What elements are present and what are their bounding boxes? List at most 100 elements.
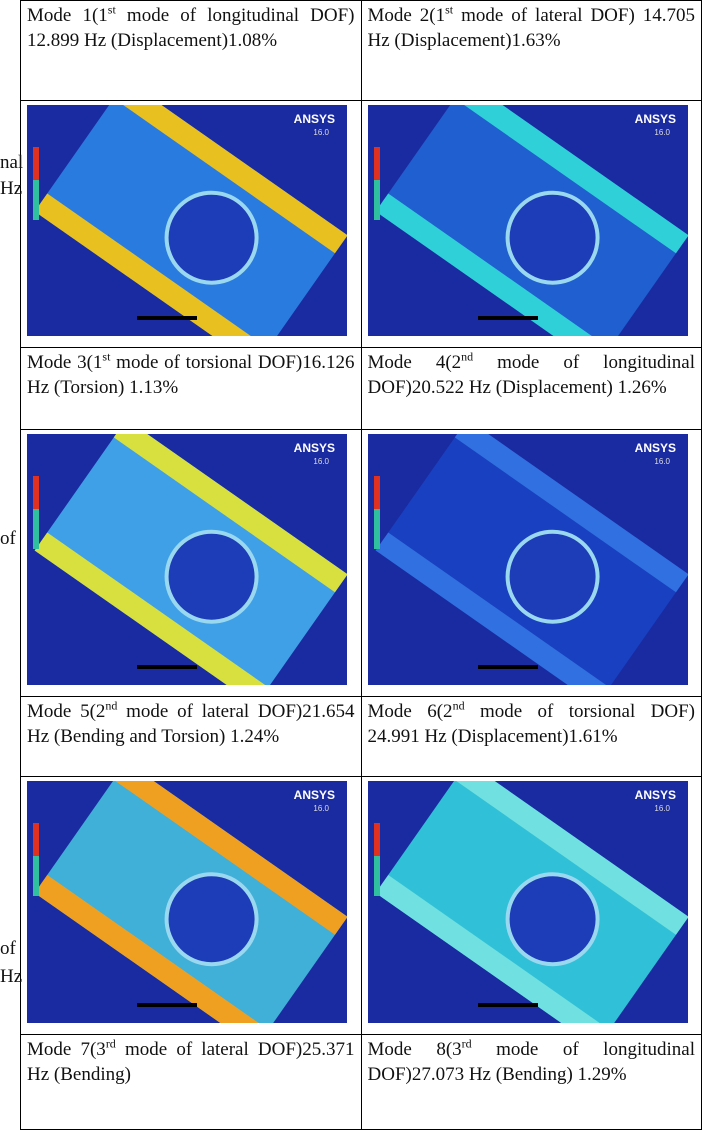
brand-version: 16.0 [313, 128, 329, 137]
plate-edge [375, 532, 609, 706]
image-cell: ANSYS 16.0 [20, 419, 362, 706]
plate-edge [113, 761, 348, 935]
brand-name: ANSYS [294, 788, 335, 802]
margin-fragment: Hz [0, 966, 23, 987]
hole [164, 872, 259, 967]
hole [164, 529, 259, 624]
caption-cell: Mode 4(2nd mode of longitudinal DOF)20.5… [360, 347, 702, 430]
caption-cell: Mode 1(1st mode of longitudinal DOF) 12.… [20, 0, 362, 101]
caption-row: Mode 3(1st mode of torsional DOF)16.126 … [20, 347, 702, 430]
hole [505, 872, 600, 967]
caption-cell: Mode 5(2nd mode of lateral DOF)21.654 Hz… [20, 696, 362, 777]
scale-bar [477, 316, 538, 320]
mode-shape-image: ANSYS 16.0 [27, 80, 348, 367]
scale-bar [137, 316, 197, 320]
plate [34, 80, 348, 367]
mode-shape-image: ANSYS 16.0 [367, 80, 689, 367]
caption-text: mode of longitudinal DOF)27.073 Hz (Bend… [367, 1039, 696, 1085]
mode-shape-image: ANSYS 16.0 [27, 419, 348, 706]
margin-fragment: of [0, 938, 16, 959]
plate-edge [454, 761, 689, 935]
plate [34, 761, 348, 1048]
caption-text: Mode 5(2 [27, 701, 106, 722]
scale-bar [477, 665, 538, 669]
caption-text: Mode 7(3 [27, 1039, 106, 1060]
plate-edge [34, 532, 269, 706]
caption-superscript: nd [461, 349, 474, 364]
plate-edge [454, 419, 689, 593]
margin-fragment: nal [0, 152, 24, 173]
caption-cell: Mode 2(1st mode of lateral DOF) 14.705 H… [360, 0, 702, 101]
caption-text: Mode 3(1 [27, 352, 103, 373]
caption-superscript: st [445, 2, 454, 17]
plate-edge [375, 874, 609, 1048]
legend-bar [373, 509, 380, 549]
legend-bar [33, 856, 39, 896]
caption-cell: Mode 8(3rd mode of longitudinal DOF)27.0… [360, 1034, 702, 1130]
caption-superscript: nd [105, 698, 118, 713]
caption-superscript: rd [105, 1036, 116, 1051]
caption-superscript: rd [461, 1036, 472, 1051]
caption-text: mode of longitudinal DOF) 12.899 Hz (Dis… [27, 5, 355, 51]
caption-text: mode of lateral DOF) 14.705 Hz (Displace… [367, 5, 696, 51]
legend-bar [373, 856, 380, 896]
scale-bar [137, 665, 197, 669]
plate-edge [454, 80, 689, 254]
plate-edge [113, 80, 348, 254]
plate-edge [34, 193, 269, 367]
plate [375, 419, 689, 706]
caption-text: Mode 1(1 [27, 5, 108, 26]
mode-table: Mode 1(1 st mode of longitudinal DOF) 12.… [20, 0, 702, 1130]
document: Mode 1(1 st mode of longitudinal DOF) 12.… [20, 0, 702, 1130]
mode-shape-image: ANSYS 16.0 [27, 761, 348, 1048]
brand-name: ANSYS [294, 441, 335, 455]
image-cell: ANSYS 16.0 [20, 80, 362, 367]
brand-version: 16.0 [654, 457, 670, 466]
caption-text: mode of lateral DOF)21.654 Hz (Bending a… [27, 701, 355, 747]
plate [34, 419, 348, 706]
caption-text: Mode 8(3 [367, 1039, 462, 1060]
caption-text: Mode 4(2 [367, 352, 462, 373]
margin-fragment: Hz [0, 178, 23, 199]
legend-bar [373, 180, 380, 220]
caption-row: Mode 1(1 st mode of longitudinal DOF) 12.… [20, 0, 702, 101]
caption-row: Mode 7(3rd mode of lateral DOF)25.371 Hz… [20, 1034, 702, 1130]
caption-cell: Mode 6(2nd mode of torsional DOF) 24.991… [360, 696, 702, 777]
caption-superscript: st [102, 349, 111, 364]
image-cell: ANSYS 16.0 [360, 419, 702, 706]
brand-name: ANSYS [634, 788, 675, 802]
caption-cell: Mode 3(1st mode of torsional DOF)16.126 … [20, 347, 362, 430]
image-row: ANSYS 16.0 ANSYS 16.0 [20, 761, 702, 1048]
image-cell: ANSYS 16.0 [360, 761, 702, 1048]
brand-version: 16.0 [313, 804, 329, 813]
image-cell: ANSYS 16.0 [360, 80, 702, 367]
scale-bar [477, 1003, 538, 1007]
caption-text: mode of torsional DOF) 24.991 Hz (Displa… [367, 701, 696, 747]
plate [375, 761, 689, 1048]
plate-edge [113, 419, 348, 593]
brand-version: 16.0 [654, 804, 670, 813]
brand-version: 16.0 [654, 128, 670, 137]
legend-bar [33, 509, 39, 549]
caption-text: mode of lateral DOF)25.371 Hz (Bending) [27, 1039, 355, 1085]
legend-bar [33, 180, 39, 220]
plate-edge [375, 193, 609, 367]
brand-name: ANSYS [294, 112, 335, 126]
plate [375, 80, 689, 367]
scale-bar [137, 1003, 197, 1007]
brand-version: 16.0 [313, 457, 329, 466]
caption-superscript: nd [452, 698, 465, 713]
image-row: ANSYS 16.0 ANSYS 16.0 [20, 419, 702, 706]
brand-name: ANSYS [634, 441, 675, 455]
image-cell: ANSYS 16.0 [20, 761, 362, 1048]
caption-cell: Mode 7(3rd mode of lateral DOF)25.371 Hz… [20, 1034, 362, 1130]
hole [505, 529, 600, 624]
caption-text: mode of longitudinal DOF)20.522 Hz (Disp… [367, 352, 696, 398]
hole [164, 190, 259, 285]
caption-text: Mode 2(1 [367, 5, 446, 26]
caption-row: Mode 5(2nd mode of lateral DOF)21.654 Hz… [20, 696, 702, 777]
mode-shape-image: ANSYS 16.0 [367, 761, 689, 1048]
caption-text: mode of torsional DOF)16.126 Hz (Torsion… [27, 352, 355, 398]
brand-name: ANSYS [634, 112, 675, 126]
